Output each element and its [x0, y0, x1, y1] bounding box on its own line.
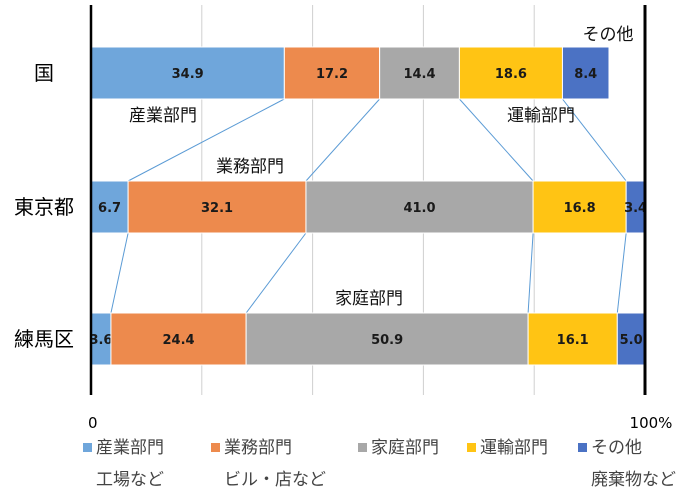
annotation: その他	[583, 25, 634, 45]
category-label: 国	[34, 61, 54, 85]
connector-line	[127, 98, 285, 182]
connector-line	[245, 232, 307, 314]
data-label: 24.4	[162, 333, 194, 348]
data-label: 18.6	[495, 67, 527, 82]
legend-sublabel: 廃棄物など	[591, 470, 676, 490]
category-label: 東京都	[14, 195, 74, 219]
data-label: 16.1	[557, 333, 589, 348]
x-tick-label: 100%	[630, 414, 673, 432]
bar-segment	[527, 312, 618, 366]
data-label: 41.0	[403, 201, 435, 216]
connector-line	[562, 98, 627, 182]
data-label: 5.0	[620, 333, 643, 348]
data-label: 32.1	[201, 201, 233, 216]
legend-swatch	[211, 443, 220, 452]
bar-segment	[532, 180, 627, 234]
legend-swatch	[467, 443, 476, 452]
data-label: 3.4	[624, 201, 647, 216]
data-label: 16.8	[564, 201, 596, 216]
data-label: 6.7	[98, 201, 121, 216]
connector-line	[459, 98, 534, 182]
annotation: 家庭部門	[335, 289, 403, 309]
bar-segment	[245, 312, 529, 366]
legend-sublabel: 工場など	[96, 470, 164, 490]
legend-label: その他	[591, 438, 642, 458]
legend-swatch	[578, 443, 587, 452]
bar-segment	[458, 46, 563, 100]
data-label: 34.9	[172, 67, 204, 82]
data-label: 14.4	[403, 67, 435, 82]
legend-label: 家庭部門	[371, 438, 439, 458]
data-label: 8.4	[574, 67, 597, 82]
data-label: 50.9	[371, 333, 403, 348]
annotation: 産業部門	[129, 106, 197, 126]
connector-line	[616, 232, 627, 314]
bar-segment	[379, 46, 460, 100]
bar-segment	[561, 46, 610, 100]
legend-swatch	[83, 443, 92, 452]
category-label: 練馬区	[14, 327, 74, 351]
x-tick-label: 0	[88, 414, 98, 432]
legend-sublabel: ビル・店など	[224, 470, 326, 490]
legend-swatch	[358, 443, 367, 452]
bar-segment	[110, 312, 247, 366]
legend-label: 産業部門	[96, 438, 164, 458]
data-label: 3.6	[89, 333, 112, 348]
data-label: 17.2	[316, 67, 348, 82]
connector-line	[110, 232, 129, 314]
connector-line	[305, 98, 381, 182]
bar-segment	[90, 180, 129, 234]
legend-label: 運輸部門	[480, 438, 548, 458]
connector-line	[527, 232, 534, 314]
legend-label: 業務部門	[224, 438, 292, 458]
bar-segment	[283, 46, 381, 100]
annotation: 運輸部門	[507, 106, 575, 126]
annotation: 業務部門	[216, 157, 284, 177]
